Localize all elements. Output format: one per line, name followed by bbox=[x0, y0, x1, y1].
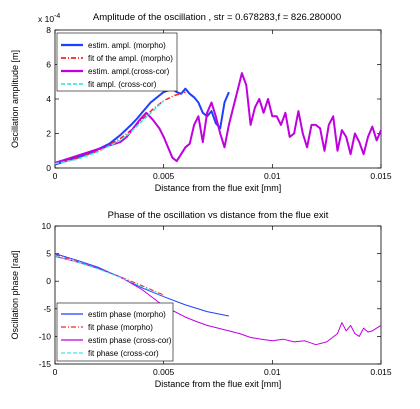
phase-legend-box bbox=[56, 302, 174, 362]
y-tick-label: -10 bbox=[39, 331, 52, 341]
y-tick-label: -5 bbox=[43, 304, 51, 314]
y-tick-label: 0 bbox=[46, 163, 51, 173]
exponent-base: x 10 bbox=[38, 14, 54, 24]
phase-legend: estim phase (morpho) fit phase (morpho) … bbox=[56, 302, 174, 362]
x-tick-label: 0.01 bbox=[264, 367, 281, 377]
y-tick-label: 4 bbox=[46, 94, 51, 104]
phase-panel: Phase of the oscillation vs distance fro… bbox=[10, 210, 392, 389]
y-tick-label: 5 bbox=[46, 249, 51, 259]
y-tick-label: 0 bbox=[46, 276, 51, 286]
series-line-1 bbox=[54, 253, 229, 317]
x-tick-label: 0.015 bbox=[370, 367, 392, 377]
legend-label: fit phase (cross-cor) bbox=[88, 349, 159, 358]
amplitude-legend: estim. ampl. (morpho) fit of the ampl. (… bbox=[56, 32, 178, 92]
series-line-4 bbox=[54, 100, 165, 165]
amplitude-x-axis-label: Distance from the flue exit [mm] bbox=[155, 183, 282, 193]
legend-label: fit ampl. (cross-cor) bbox=[88, 80, 157, 89]
amplitude-series-lines bbox=[54, 72, 382, 166]
amplitude-exponent-label: x 10-4 bbox=[38, 13, 60, 24]
x-tick-label: 0 bbox=[53, 171, 58, 181]
y-tick-label: 8 bbox=[46, 25, 51, 35]
amplitude-axis-ticks: 0 0.005 0.01 0.015 0 2 4 6 8 bbox=[46, 25, 392, 181]
phase-x-axis-label: Distance from the flue exit [mm] bbox=[155, 379, 282, 389]
amplitude-legend-box bbox=[56, 32, 178, 92]
y-tick-label: -15 bbox=[39, 359, 52, 369]
legend-entry-fit-phase-morpho: fit phase (morpho) bbox=[61, 323, 153, 332]
phase-y-axis-label: Oscillation phase [rad] bbox=[10, 250, 20, 339]
phase-chart-title: Phase of the oscillation vs distance fro… bbox=[108, 210, 329, 221]
legend-label: estim phase (cross-cor) bbox=[88, 336, 172, 345]
x-tick-label: 0 bbox=[53, 367, 58, 377]
legend-entry-fit-phase-crosscor: fit phase (cross-cor) bbox=[61, 349, 159, 358]
legend-label: estim. ampl.(cross-cor) bbox=[88, 67, 170, 76]
y-tick-label: 2 bbox=[46, 129, 51, 139]
legend-label: fit of the ampl. (morpho) bbox=[88, 54, 173, 63]
series-line-3 bbox=[54, 72, 382, 164]
amplitude-chart-title: Amplitude of the oscillation , str = 0.6… bbox=[93, 12, 341, 23]
amplitude-y-axis-label: Oscillation amplitude [m] bbox=[10, 50, 20, 148]
phase-axis-ticks: 0 0.005 0.01 0.015 -15 -10 -5 0 5 10 bbox=[39, 221, 392, 377]
amplitude-panel: Amplitude of the oscillation , str = 0.6… bbox=[10, 12, 392, 193]
x-tick-label: 0.005 bbox=[153, 367, 175, 377]
legend-label: fit phase (morpho) bbox=[88, 323, 153, 332]
legend-label: estim phase (morpho) bbox=[88, 310, 166, 319]
y-tick-label: 6 bbox=[46, 60, 51, 70]
legend-entry-estim-ampl-morpho: estim. ampl. (morpho) bbox=[61, 41, 166, 50]
x-tick-label: 0.01 bbox=[264, 171, 281, 181]
legend-entry-estim-phase-morpho: estim phase (morpho) bbox=[61, 310, 166, 319]
x-tick-label: 0.005 bbox=[153, 171, 175, 181]
x-tick-label: 0.015 bbox=[370, 171, 392, 181]
series-line-4 bbox=[54, 255, 164, 297]
exponent-power: -4 bbox=[54, 13, 60, 20]
legend-entry-fit-ampl-crosscor: fit ampl. (cross-cor) bbox=[61, 80, 157, 89]
legend-entry-estim-phase-crosscor: estim phase (cross-cor) bbox=[61, 336, 172, 345]
legend-label: estim. ampl. (morpho) bbox=[88, 41, 166, 50]
legend-entry-fit-ampl-morpho: fit of the ampl. (morpho) bbox=[61, 54, 173, 63]
y-tick-label: 10 bbox=[42, 221, 52, 231]
legend-entry-estim-ampl-crosscor: estim. ampl.(cross-cor) bbox=[61, 67, 170, 76]
